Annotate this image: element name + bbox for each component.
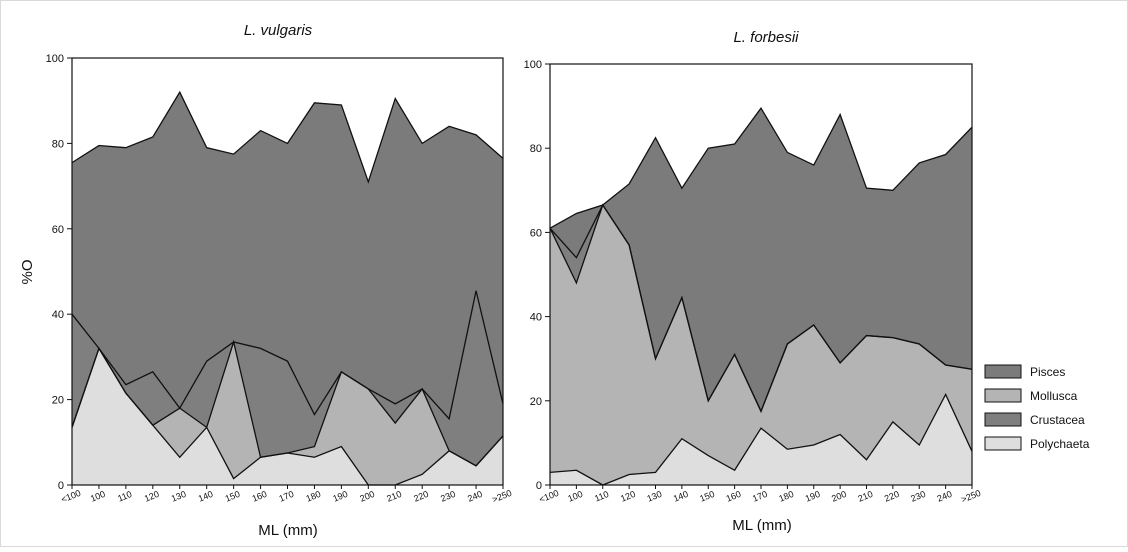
area-pisces: [72, 92, 503, 419]
legend: Pisces Mollusca Crustacea Polychaeta: [984, 364, 1090, 451]
legend-swatch: [984, 364, 1022, 379]
y-tick-label: 100: [524, 59, 542, 71]
legend-item-polychaeta: Polychaeta: [984, 436, 1090, 451]
line-mollusca: [71, 339, 504, 467]
area-polychaeta: [72, 348, 503, 485]
y-tick-label: 80: [52, 138, 64, 150]
legend-label: Pisces: [1030, 365, 1065, 379]
y-tick-label: 40: [530, 312, 542, 324]
chart-title: L. forbesii: [733, 29, 799, 46]
legend-label: Mollusca: [1030, 389, 1078, 403]
y-tick-label: 100: [46, 53, 64, 65]
x-tick-label: 110: [593, 489, 610, 504]
legend-item-mollusca: Mollusca: [984, 388, 1078, 403]
y-tick-label: 20: [52, 395, 64, 407]
x-axis-label: ML (mm): [732, 517, 791, 534]
y-tick-label: 20: [530, 396, 542, 408]
legend-swatch: [984, 412, 1022, 427]
y-tick-label: 60: [52, 224, 64, 236]
legend-swatch: [984, 436, 1022, 451]
x-axis-label: ML (mm): [258, 522, 317, 539]
y-tick-label: 40: [52, 309, 64, 321]
line-crustacea: [549, 203, 973, 413]
y-tick-label: 0: [58, 480, 64, 492]
legend-label: Polychaeta: [1030, 437, 1090, 451]
legend-item-pisces: Pisces: [984, 364, 1065, 379]
y-tick-label: 0: [536, 480, 542, 492]
y-axis-label: %O: [19, 259, 36, 284]
y-tick-label: 80: [530, 143, 542, 155]
line-polychaeta: [549, 393, 973, 486]
line-pisces: [71, 90, 504, 184]
line-crustacea: [71, 290, 504, 421]
y-tick-label: 60: [530, 227, 542, 239]
line-pisces: [549, 107, 973, 229]
area-mollusca: [550, 205, 972, 485]
area-mollusca: [72, 341, 503, 485]
chart-title: L. vulgaris: [244, 22, 313, 39]
x-tick-label: 110: [116, 489, 133, 504]
area-polychaeta: [550, 394, 972, 485]
area-crustacea: [72, 290, 503, 466]
legend-swatch: [984, 388, 1022, 403]
legend-item-crustacea: Crustacea: [984, 412, 1085, 427]
legend-label: Crustacea: [1030, 413, 1085, 427]
